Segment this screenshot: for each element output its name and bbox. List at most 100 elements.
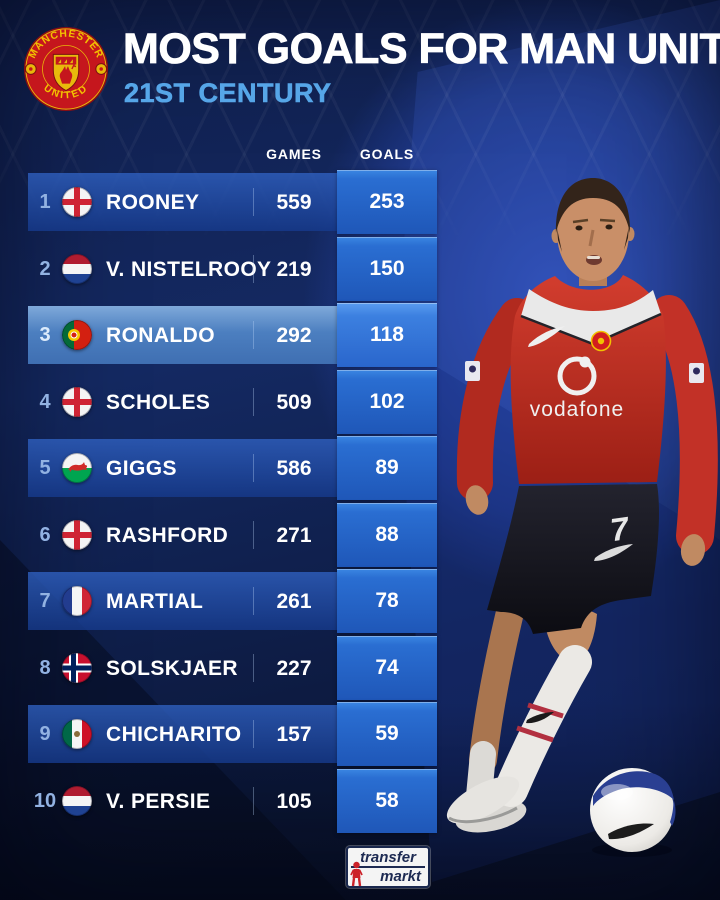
player-name: SCHOLES (106, 391, 211, 414)
rank-number: 2 (39, 258, 51, 280)
column-divider (253, 321, 254, 349)
netherlands-flag-icon (62, 254, 92, 284)
column-divider (253, 787, 254, 815)
column-divider (253, 188, 254, 216)
goals-value: 78 (375, 589, 399, 612)
shirt-sponsor-text: vodafone (530, 398, 624, 421)
man-united-crest-icon: MANCHESTER UNITED (23, 26, 109, 112)
player-head (551, 178, 635, 286)
goals-value: 58 (375, 789, 399, 812)
player-name: GIGGS (106, 457, 177, 480)
goals-value: 74 (375, 656, 399, 679)
rank-number: 10 (33, 790, 57, 812)
goals-cell: 88 (337, 503, 437, 567)
shorts-swoosh-icon (594, 544, 633, 561)
player-name: ROONEY (106, 191, 200, 214)
player-name: RASHFORD (106, 524, 229, 547)
games-value: 509 (276, 391, 312, 414)
goals-cell: 74 (337, 636, 437, 700)
netherlands-flag-icon (62, 786, 92, 816)
column-header-goals: GOALS (359, 146, 415, 162)
player-front-leg (446, 645, 592, 824)
player-name: SOLSKJAER (106, 657, 238, 680)
table-row: 9 CHICHARITO 157 59 (28, 702, 437, 766)
goals-cell: 59 (337, 702, 437, 766)
column-divider (253, 255, 254, 283)
table-row: 4 SCHOLES 509 102 (28, 370, 437, 434)
portugal-flag-icon (62, 320, 92, 350)
player-name: MARTIAL (106, 590, 204, 613)
goals-cell: 102 (337, 370, 437, 434)
goals-cell: 89 (337, 436, 437, 500)
goals-value: 102 (369, 390, 405, 413)
goals-value: 89 (375, 456, 399, 479)
ronaldo-photo: 7 (446, 178, 718, 857)
games-value: 261 (276, 590, 312, 613)
goals-value: 118 (370, 323, 404, 346)
games-value: 157 (276, 723, 312, 746)
games-value: 227 (276, 657, 312, 680)
goals-value: 59 (375, 722, 399, 745)
england-flag-icon (62, 520, 92, 550)
goals-value: 88 (375, 523, 399, 546)
england-flag-icon (62, 387, 92, 417)
norway-flag-icon (62, 653, 92, 683)
player-shirt-details: vodafone (465, 289, 704, 421)
page-title: MOST GOALS FOR MAN UNITED (123, 25, 720, 73)
games-value: 292 (276, 324, 312, 347)
brand-text-bottom: markt (380, 868, 421, 885)
table-row: 3 RONALDO 292 118 (28, 303, 437, 367)
table-row: 8 SOLSKJAER 227 74 (28, 636, 437, 700)
table-row: 10 V. PERSIE 105 58 (28, 769, 437, 833)
sock-swoosh-icon (526, 712, 554, 724)
chest-swoosh-icon (528, 326, 565, 347)
rank-number: 1 (39, 191, 51, 213)
table-row: 2 V. NISTELROOY 219 150 (28, 237, 437, 301)
england-flag-icon (62, 187, 92, 217)
table-row: 1 ROONEY 559 253 (28, 170, 437, 234)
football-icon (590, 768, 676, 857)
goals-value: 150 (369, 257, 405, 280)
brand-text-top: transfer (351, 849, 425, 868)
player-name: RONALDO (106, 324, 215, 347)
column-divider (253, 587, 254, 615)
rank-number: 7 (39, 590, 51, 612)
goals-cell: 150 (337, 237, 437, 301)
france-flag-icon (62, 586, 92, 616)
goals-cell: 118 (337, 303, 437, 367)
games-value: 219 (276, 258, 312, 281)
goals-value: 253 (369, 190, 405, 213)
player-name: V. NISTELROOY (106, 258, 272, 281)
transfermarkt-logo: transfer markt (346, 846, 430, 888)
goals-cell: 253 (337, 170, 437, 234)
column-divider (253, 720, 254, 748)
rank-number: 5 (39, 457, 51, 479)
player-shorts: 7 (487, 484, 659, 634)
wales-flag-icon (62, 453, 92, 483)
rank-number: 4 (39, 391, 51, 413)
goals-cell: 58 (337, 769, 437, 833)
rank-number: 6 (39, 524, 51, 546)
player-arms (456, 295, 718, 566)
table-row: 5 GIGGS 586 89 (28, 436, 437, 500)
page-subtitle: 21ST CENTURY (124, 78, 332, 109)
column-divider (253, 388, 254, 416)
rank-number: 8 (39, 657, 51, 679)
games-value: 105 (276, 790, 312, 813)
games-value: 586 (276, 457, 312, 480)
table-row: 7 MARTIAL 261 78 (28, 569, 437, 633)
table-row: 6 RASHFORD 271 88 (28, 503, 437, 567)
goals-cell: 78 (337, 569, 437, 633)
column-header-games: GAMES (266, 146, 322, 162)
mascot-icon (350, 861, 363, 887)
player-name: V. PERSIE (106, 790, 211, 813)
sponsor-logo-icon (557, 356, 597, 396)
column-divider (253, 454, 254, 482)
column-divider (253, 521, 254, 549)
column-divider (253, 654, 254, 682)
player-name: CHICHARITO (106, 723, 242, 746)
games-value: 559 (276, 191, 312, 214)
games-value: 271 (276, 524, 312, 547)
rank-number: 3 (39, 324, 51, 346)
